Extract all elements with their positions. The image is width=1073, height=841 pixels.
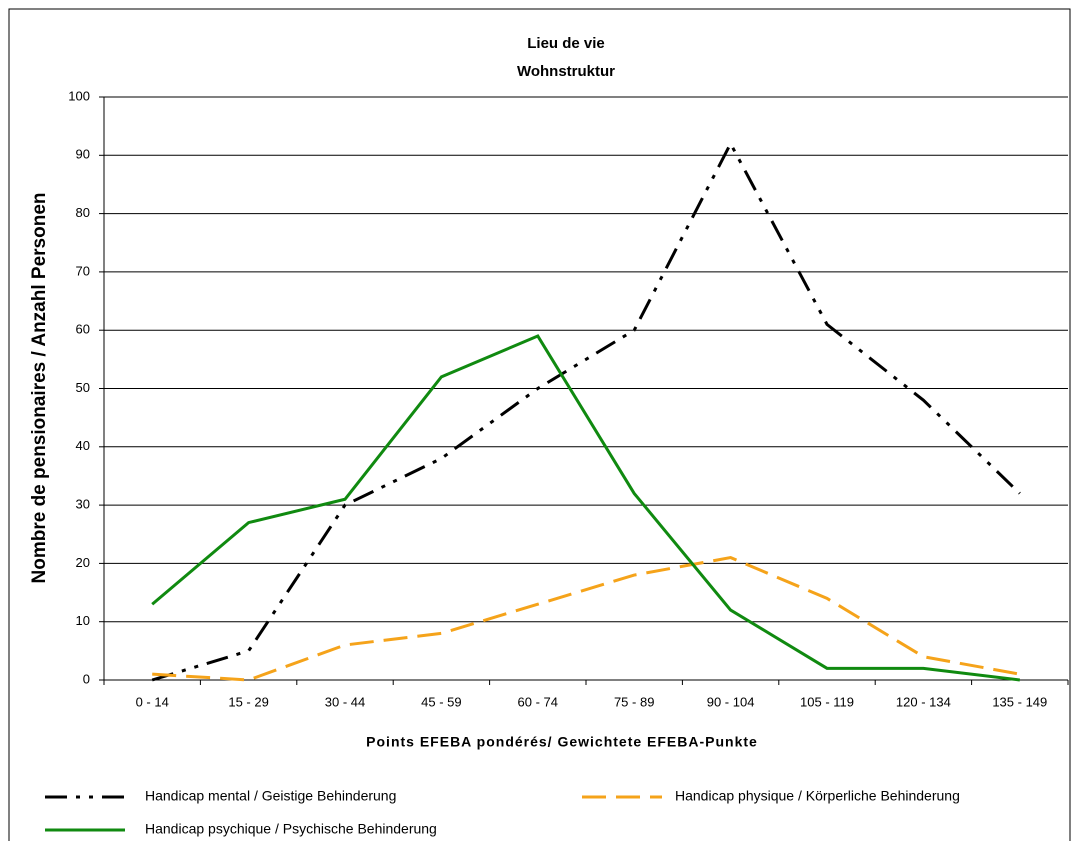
y-tick-label: 70: [76, 263, 90, 278]
x-tick-label: 90 - 104: [707, 694, 755, 709]
y-tick-label: 50: [76, 380, 90, 395]
frame: [8, 8, 1071, 841]
y-tick-label: 40: [76, 438, 90, 453]
x-tick-label: 120 - 134: [896, 694, 951, 709]
y-tick-label: 30: [76, 497, 90, 512]
x-tick-label: 30 - 44: [325, 694, 365, 709]
legend-label: Handicap physique / Körperliche Behinder…: [675, 788, 960, 804]
series-line: [152, 556, 1021, 682]
x-tick-label: 75 - 89: [614, 694, 654, 709]
y-tick-label: 0: [83, 671, 90, 686]
x-tick-label: 0 - 14: [136, 694, 169, 709]
chart-subtitle: Wohnstruktur: [517, 63, 615, 80]
legend-label: Handicap mental / Geistige Behinderung: [145, 788, 396, 804]
x-axis-title: Points EFEBA pondérés/ Gewichtete EFEBA-…: [366, 734, 758, 750]
x-tick-label: 15 - 29: [228, 694, 268, 709]
y-tick-label: 60: [76, 322, 90, 337]
y-tick-label: 80: [76, 205, 90, 220]
legend-label: Handicap psychique / Psychische Behinder…: [145, 821, 437, 837]
series-line: [151, 140, 1021, 682]
x-tick-label: 105 - 119: [800, 694, 854, 709]
y-tick-label: 10: [76, 613, 90, 628]
y-tick-label: 20: [76, 555, 90, 570]
x-tick-label: 60 - 74: [518, 694, 558, 709]
y-tick-label: 90: [76, 147, 90, 162]
chart-title: Lieu de vie: [527, 35, 605, 52]
y-tick-label: 100: [68, 88, 90, 103]
x-tick-label: 135 - 149: [992, 694, 1047, 709]
series-line: [151, 334, 1020, 682]
y-axis-title: Nombre de pensionaires / Anzahl Personen: [29, 192, 50, 583]
x-tick-label: 45 - 59: [421, 694, 461, 709]
